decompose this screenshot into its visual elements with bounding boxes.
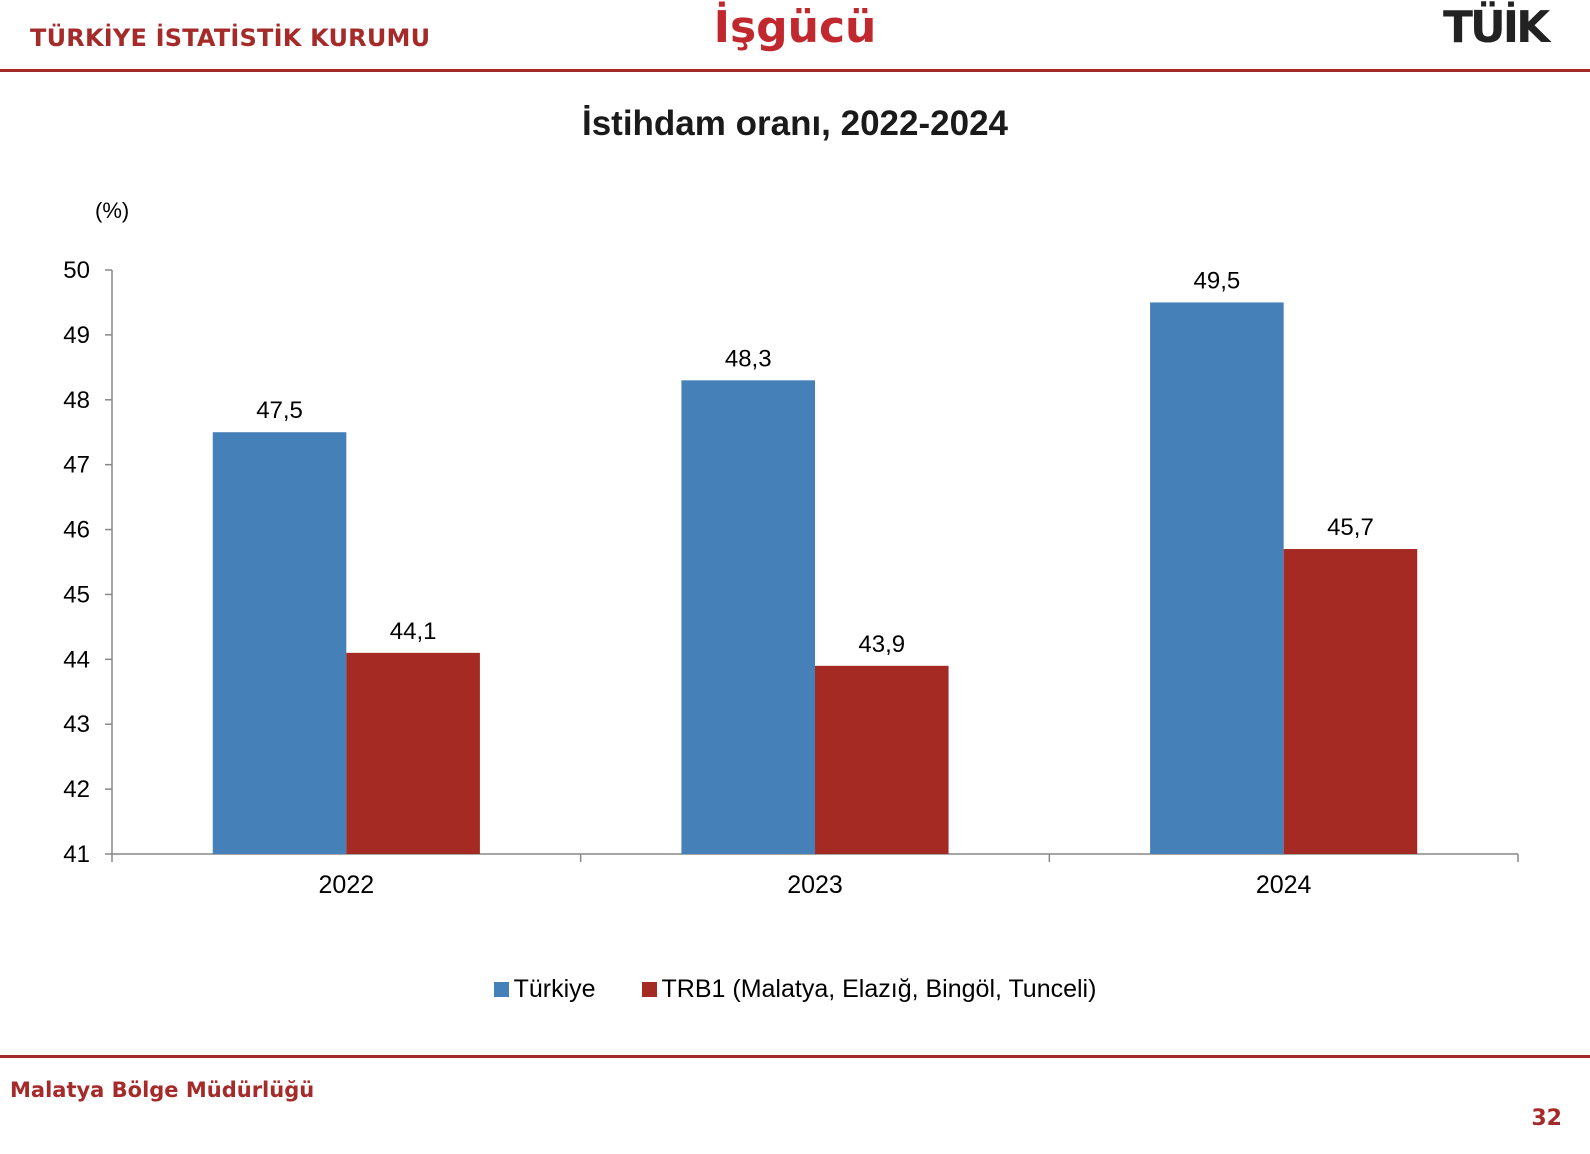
bar	[815, 665, 949, 854]
data-label: 44,1	[390, 618, 437, 645]
x-tick-label: 2022	[319, 871, 375, 899]
legend-swatch-trb1	[641, 982, 657, 997]
org-name: TÜRKİYE İSTATİSTİK KURUMU	[30, 24, 431, 52]
footer-divider	[0, 1055, 1590, 1058]
legend-label-turkiye: Türkiye	[513, 975, 596, 1003]
bar-chart: 41 42 43 44 45 46 47 48 49 50 2022 47,5 44,1 2023 48,3…	[63, 257, 1519, 899]
slide-title: İşgücü	[713, 2, 877, 53]
bar	[1150, 302, 1284, 854]
data-label: 43,9	[858, 631, 905, 658]
bar	[346, 652, 480, 854]
y-axis-unit-label: (%)	[95, 198, 130, 223]
legend-item-trb1: TRB1 (Malatya, Elazığ, Bingöl, Tunceli)	[641, 975, 1097, 1004]
y-tick-label: 41	[63, 841, 90, 868]
y-tick-label: 46	[63, 517, 90, 544]
chart-title: İstihdam oranı, 2022-2024	[581, 104, 1009, 143]
data-label: 49,5	[1194, 267, 1241, 294]
legend-swatch-turkiye	[493, 982, 509, 997]
y-tick-label: 44	[63, 646, 90, 673]
y-tick-label: 42	[63, 776, 90, 803]
office-name: Malatya Bölge Müdürlüğü	[10, 1078, 315, 1102]
data-label: 48,3	[725, 345, 772, 372]
legend-label-trb1: TRB1 (Malatya, Elazığ, Bingöl, Tunceli)	[661, 975, 1097, 1003]
x-tick-label: 2023	[787, 871, 843, 899]
y-tick-label: 48	[63, 387, 90, 414]
y-tick-label: 43	[63, 711, 90, 738]
tuik-logo: TÜİK	[1443, 2, 1550, 53]
bar	[681, 380, 815, 854]
page-number: 32	[1531, 1106, 1562, 1131]
y-tick-label: 47	[63, 452, 90, 479]
x-tick-label: 2024	[1256, 871, 1312, 899]
legend-item-turkiye: Türkiye	[493, 975, 596, 1004]
header-divider	[0, 69, 1590, 72]
data-label: 45,7	[1327, 514, 1374, 541]
y-tick-label: 49	[63, 322, 90, 349]
y-tick-label: 45	[63, 581, 90, 608]
data-label: 47,5	[256, 397, 303, 424]
bar	[212, 432, 347, 854]
bar	[1283, 549, 1418, 854]
chart-legend: Türkiye TRB1 (Malatya, Elazığ, Bingöl, T…	[0, 975, 1590, 1004]
y-tick-label: 50	[63, 257, 90, 284]
